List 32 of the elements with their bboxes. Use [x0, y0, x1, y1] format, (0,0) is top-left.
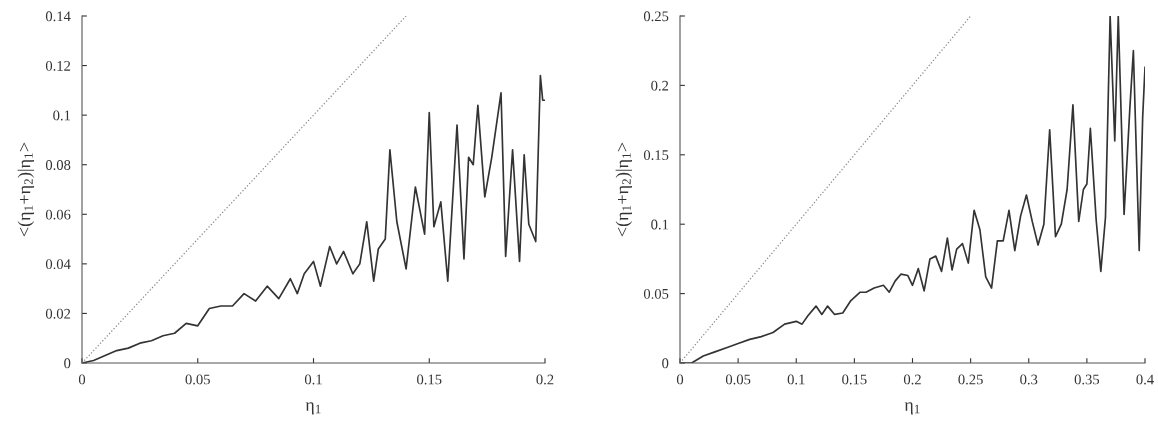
x-axis-title: η$_{1}$ — [904, 402, 920, 415]
x-tick-label: 0.15 — [842, 374, 867, 385]
y-tick-label: 0.05 — [643, 288, 669, 299]
x-tick-label: 0.05 — [185, 374, 210, 385]
x-tick-label: 0.35 — [1074, 374, 1100, 385]
x-tick-label: 0.3 — [1020, 374, 1038, 385]
y-tick-label: 0 — [662, 358, 669, 369]
y-tick-label: 0.08 — [45, 160, 71, 170]
y-axis-title: <(η$_{1}$+η$_{2}$)|η$_{1}$> — [17, 142, 35, 237]
y-tick-label: 0.25 — [643, 11, 669, 22]
y-tick-label: 0.12 — [45, 60, 71, 71]
y-tick-label: 0.04 — [45, 259, 71, 270]
y-tick-label: 0 — [64, 358, 71, 369]
y-tick-label: 0.06 — [45, 209, 71, 220]
y-tick-label: 0.14 — [45, 11, 71, 22]
y-axis-title: <(η$_{1}$+η$_{2}$)|η$_{1}$> — [615, 142, 633, 237]
y-tick-label: 0.1 — [651, 219, 669, 230]
x-tick-label: 0.2 — [536, 374, 554, 385]
y-tick-label: 0.15 — [643, 150, 669, 161]
x-tick-label: 0.15 — [417, 374, 442, 385]
x-tick-label: 0.05 — [725, 374, 751, 385]
x-tick-label: 0.4 — [1136, 374, 1154, 385]
x-tick-label: 0.25 — [958, 374, 983, 385]
y-tick-label: 0.1 — [53, 110, 71, 121]
x-tick-label: 0 — [78, 374, 86, 385]
x-tick-label: 0 — [676, 374, 684, 385]
x-tick-label: 0.2 — [903, 374, 921, 385]
x-tick-label: 0.1 — [304, 374, 322, 385]
x-axis-title: η$_{1}$ — [305, 402, 321, 415]
y-tick-label: 0.02 — [45, 308, 71, 319]
y-tick-label: 0.2 — [651, 80, 669, 91]
x-tick-label: 0.1 — [787, 374, 805, 385]
